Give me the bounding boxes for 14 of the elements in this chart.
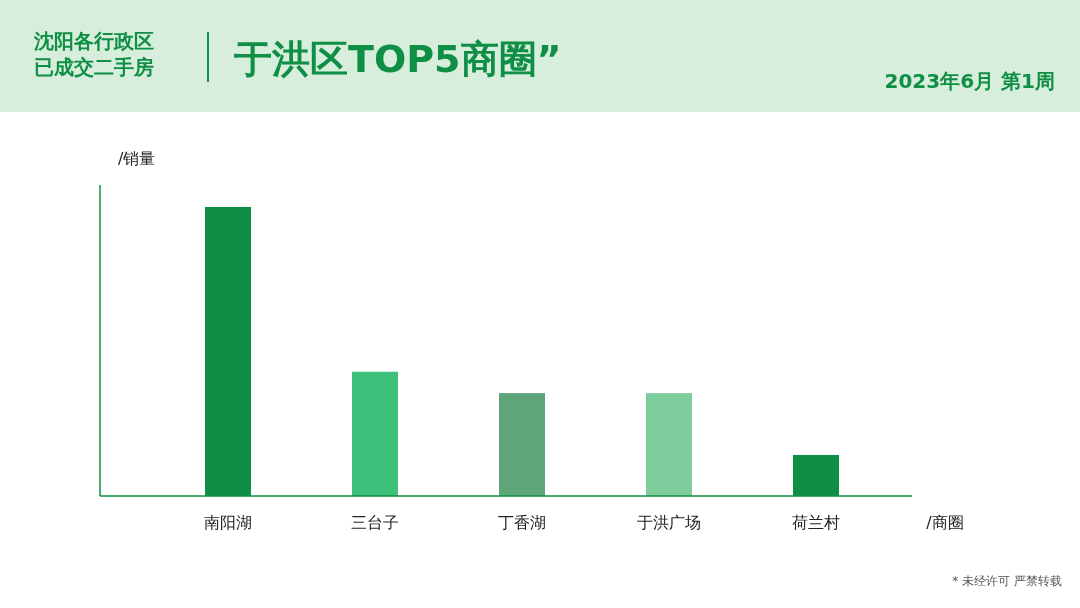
bar <box>646 393 692 496</box>
y-axis-title: /销量 <box>118 149 156 168</box>
x-tick-label: 三台子 <box>351 513 399 532</box>
x-axis-title: /商圈 <box>926 513 964 532</box>
text: * 未经许可 严禁转载 <box>952 574 1062 588</box>
chart-subtitle: 沈阳各行政区已成交二手房 <box>33 29 154 79</box>
x-tick-label: 丁香湖 <box>498 513 546 532</box>
text: 2023年6月 第1周 <box>884 69 1055 93</box>
bar <box>352 371 398 496</box>
chart-title: 于洪区TOP5商圈” <box>234 37 562 81</box>
x-tick-label: 荷兰村 <box>792 513 840 532</box>
bar <box>499 393 545 496</box>
x-tick-label: 于洪广场 <box>637 513 701 532</box>
x-tick-label: 南阳湖 <box>204 513 252 532</box>
